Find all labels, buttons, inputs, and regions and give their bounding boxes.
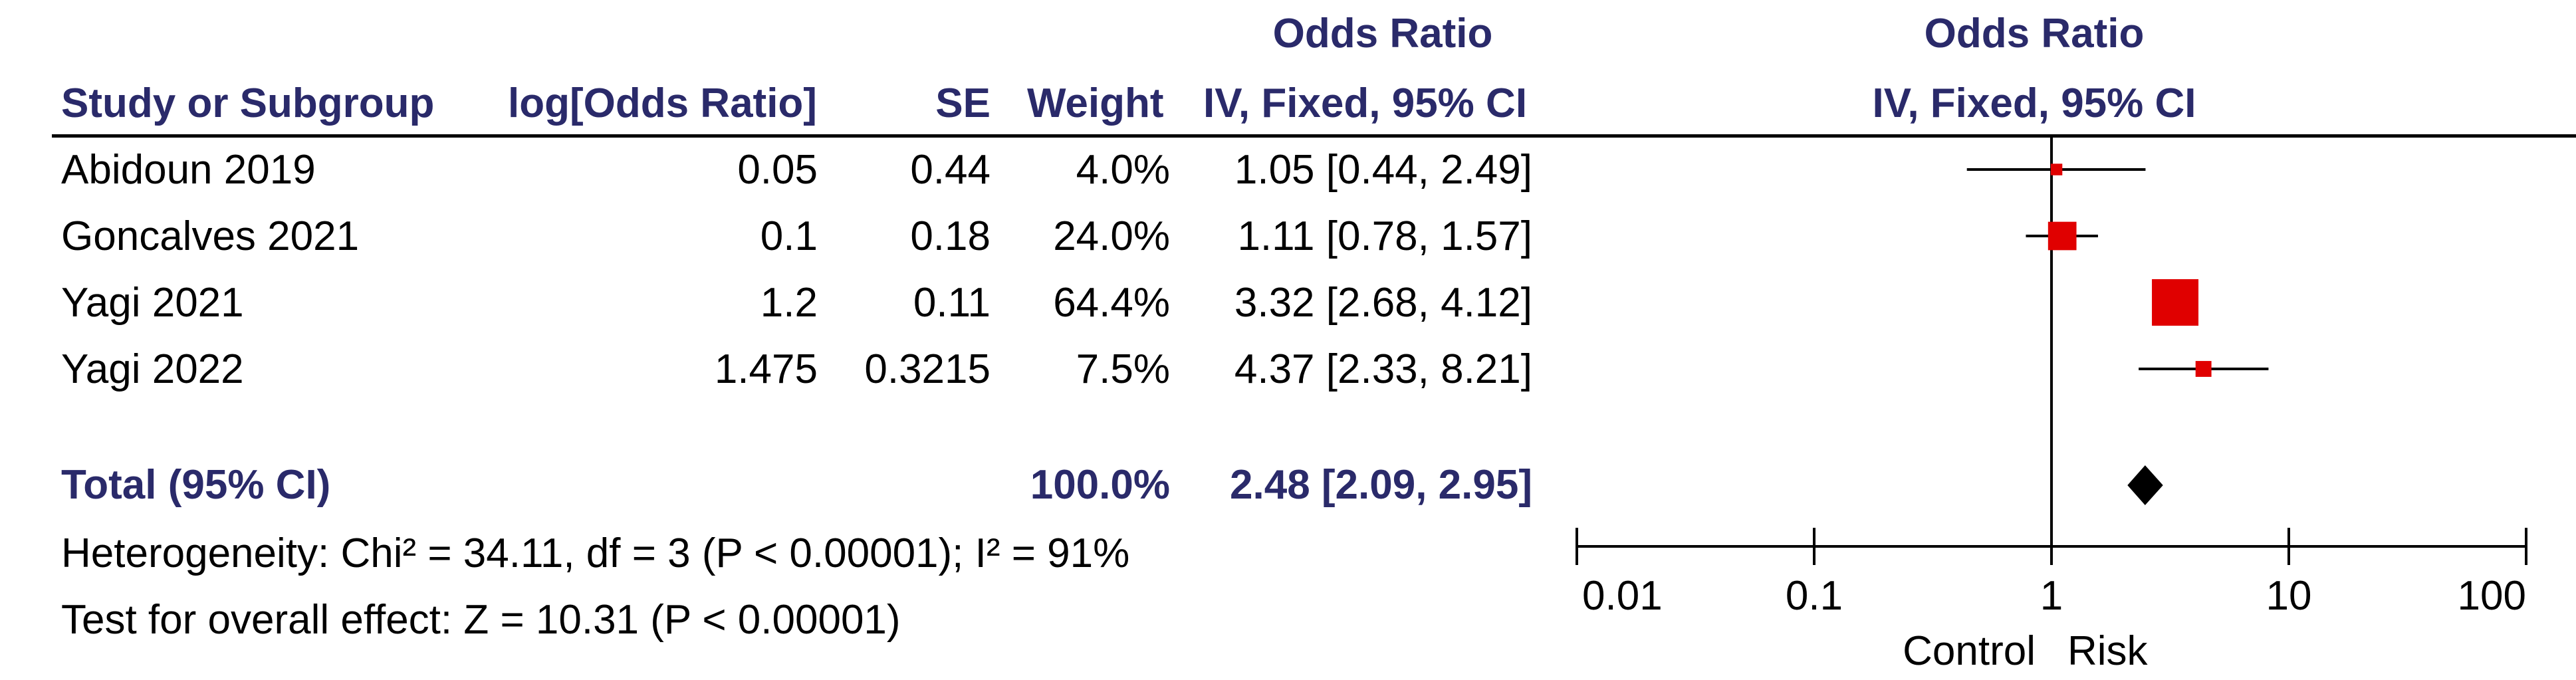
study-se: 0.3215 (864, 346, 991, 392)
study-log-or: 0.05 (737, 147, 818, 193)
x-label-right: Risk (2067, 628, 2149, 674)
header-plot-ci: IV, Fixed, 95% CI (1872, 80, 2196, 126)
study-name: Abidoun 2019 (61, 147, 316, 193)
study-weight: 4.0% (1076, 147, 1170, 193)
total-weight: 100.0% (1030, 462, 1170, 508)
study-weight: 24.0% (1053, 213, 1170, 259)
study-or-ci: 3.32 [2.68, 4.12] (1234, 280, 1532, 326)
study-log-or: 1.2 (760, 280, 818, 326)
study-or-ci: 1.11 [0.78, 1.57] (1237, 213, 1532, 259)
pooled-diamond (2127, 465, 2163, 505)
header-se: SE (935, 80, 991, 126)
x-tick-label: 0.1 (1786, 573, 1843, 619)
x-tick-label: 1 (2040, 573, 2063, 619)
study-name: Goncalves 2021 (61, 213, 360, 259)
total-or-ci: 2.48 [2.09, 2.95] (1230, 462, 1532, 508)
study-marker (2050, 164, 2063, 175)
study-marker (2048, 221, 2077, 251)
study-se: 0.11 (913, 280, 991, 326)
study-marker (2195, 361, 2212, 377)
x-tick-label: 10 (2266, 573, 2312, 619)
x-tick-label: 0.01 (1582, 573, 1663, 619)
overall-effect-text: Test for overall effect: Z = 10.31 (P < … (61, 597, 901, 643)
study-weight: 64.4% (1053, 280, 1170, 326)
header-divider (52, 134, 2576, 138)
study-se: 0.18 (910, 213, 991, 259)
x-label-left: Control (1903, 628, 2036, 674)
header-weight: Weight (1027, 80, 1164, 126)
header-odds-ratio-plot: Odds Ratio (1924, 11, 2145, 57)
x-tick-label: 100 (2458, 573, 2526, 619)
study-weight: 7.5% (1076, 346, 1170, 392)
study-marker (2152, 279, 2199, 326)
study-name: Yagi 2022 (61, 346, 244, 392)
header-or-ci: IV, Fixed, 95% CI (1203, 80, 1528, 126)
study-or-ci: 1.05 [0.44, 2.49] (1234, 147, 1532, 193)
study-or-ci: 4.37 [2.33, 8.21] (1234, 346, 1532, 392)
study-log-or: 1.475 (714, 346, 818, 392)
header-study: Study or Subgroup (61, 80, 435, 126)
heterogeneity-text: Heterogeneity: Chi² = 34.11, df = 3 (P <… (61, 530, 1130, 576)
header-log-or: log[Odds Ratio] (508, 80, 817, 126)
study-log-or: 0.1 (760, 213, 818, 259)
study-name: Yagi 2021 (61, 280, 244, 326)
study-se: 0.44 (910, 147, 991, 193)
total-label: Total (95% CI) (61, 462, 331, 508)
header-odds-ratio-data: Odds Ratio (1272, 11, 1493, 57)
